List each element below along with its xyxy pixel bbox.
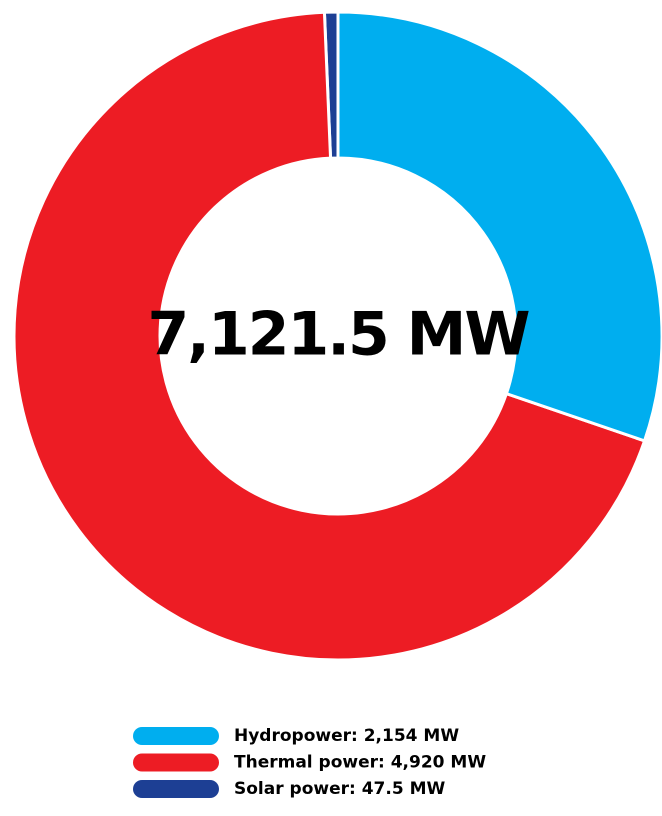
legend-swatch	[133, 727, 219, 745]
donut-slice	[12, 10, 647, 662]
legend-swatch	[133, 753, 219, 772]
legend-swatch	[133, 780, 219, 798]
center-total: 7,121.5 MW	[147, 300, 529, 370]
legend-label: Solar power: 47.5 MW	[234, 779, 445, 799]
legend-label: Thermal power: 4,920 MW	[234, 753, 486, 773]
legend-label: Hydropower: 2,154 MW	[234, 726, 459, 746]
donut-slice	[336, 10, 662, 443]
